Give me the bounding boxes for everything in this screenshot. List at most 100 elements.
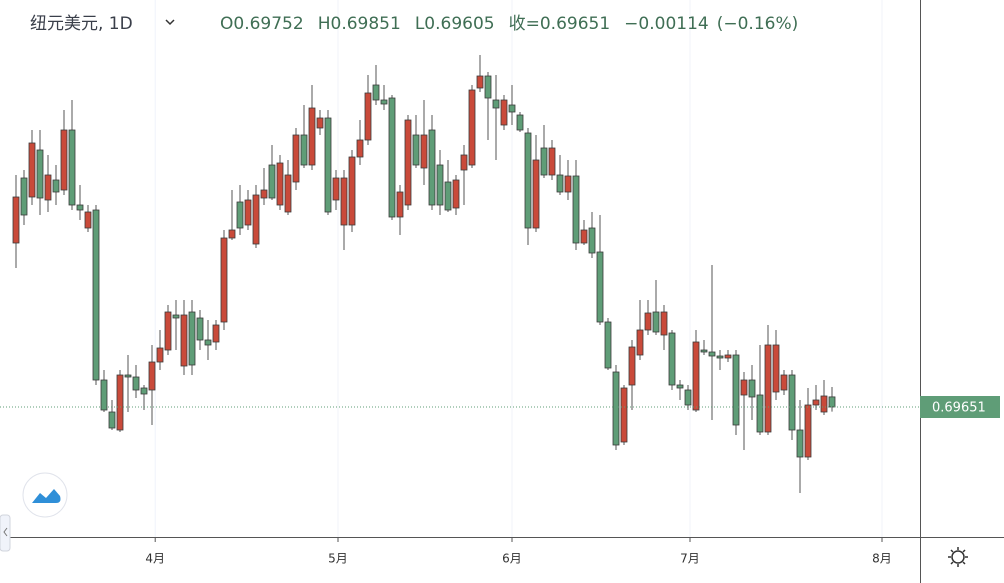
candle-body [252,194,260,245]
change: −0.00114 [624,14,709,34]
candle-body [556,174,564,193]
candle-body [396,191,404,218]
candle-body [388,97,396,218]
candle-body [644,312,652,331]
candle-body [364,92,372,141]
candle-body [468,89,476,166]
candle-body [412,134,420,166]
last-price-tag [920,396,1000,418]
logo[interactable] [22,472,68,518]
candle-body [284,174,292,213]
candle-body [436,164,444,206]
candle-body [276,162,284,206]
candle-body [212,324,220,343]
logo-circle[interactable] [22,472,68,518]
candle-body [452,179,460,209]
change-pct: (−0.16%) [717,14,799,34]
legend-value: 0.69605 [424,14,494,34]
legend-value: 0.69651 [540,14,610,34]
candle-body [636,329,644,356]
candle-body [524,132,532,229]
x-tick-label: 5月 [328,552,348,566]
candle-body [348,156,356,226]
candle-body [652,311,660,333]
candle-body [692,341,700,411]
candle-body [476,75,484,89]
candle-body [796,429,804,458]
candle-body [740,379,748,396]
candle-body [788,374,796,431]
legend-value: 0.69851 [331,14,401,34]
candle-body [732,354,740,426]
candle-body [484,75,492,99]
candle-body [420,134,428,169]
candle-body [100,379,108,411]
candle-body [828,396,836,408]
candle-body [36,149,44,199]
candle-body [812,399,820,406]
candle-body [572,175,580,244]
candle-body [676,384,684,389]
candle-body [588,227,596,254]
candle-body [700,349,708,353]
candle-body [604,321,612,369]
candle-body [340,177,348,226]
candle-body [772,344,780,393]
grid [154,0,883,542]
candle-body [108,411,116,429]
candle-body [244,199,252,226]
candle-body [140,387,148,395]
candle-body [220,237,228,323]
candle-body [148,361,156,391]
candle-body [236,201,244,229]
candle-body [548,147,556,176]
candle-body [380,99,388,105]
candle-body [292,134,300,183]
candle-body [180,314,188,367]
candle-body [324,117,332,213]
candle-body [204,339,212,346]
gear[interactable] [951,550,965,564]
legend-label: O [220,14,233,34]
candles [12,55,836,493]
candle-body [116,374,124,431]
candle-body [508,104,516,113]
candle-body [460,154,468,171]
candle-body [780,374,788,391]
candle-body [28,142,36,198]
candle-body [228,229,236,239]
candle-body [68,129,76,206]
candle-body [188,311,196,366]
x-tick-label: 6月 [502,552,522,566]
candle-body [724,354,732,359]
ohlc-legend: O0.69752 H0.69851 L0.69605 收=0.69651 −0.0011… [220,14,798,34]
candle-body [84,211,92,229]
candle-body [596,251,604,323]
candle-body [164,311,172,351]
candle-body [404,119,412,206]
candle-body [756,394,764,433]
candle-body [516,114,524,131]
candle-body [268,164,276,199]
logo-icon [32,489,61,503]
candle-body [804,404,812,458]
settings-icon[interactable] [948,547,968,567]
candle-body [500,99,508,126]
candle-body [492,99,500,109]
candle-body [260,189,268,199]
candle-body [428,129,436,206]
candle-body [564,175,572,193]
candle-body [20,177,28,216]
candle-body [76,204,84,211]
candle-body [612,371,620,446]
chart-title: 纽元美元, 1D [30,14,133,34]
candle-body [332,177,340,201]
candle-body [620,387,628,443]
candle-body [132,376,140,391]
candle-body [172,314,180,319]
x-tick-label: 4月 [145,552,165,566]
candle-body [356,139,364,158]
side-toggle-arrow [3,527,8,537]
interval-chevron[interactable] [165,19,175,26]
